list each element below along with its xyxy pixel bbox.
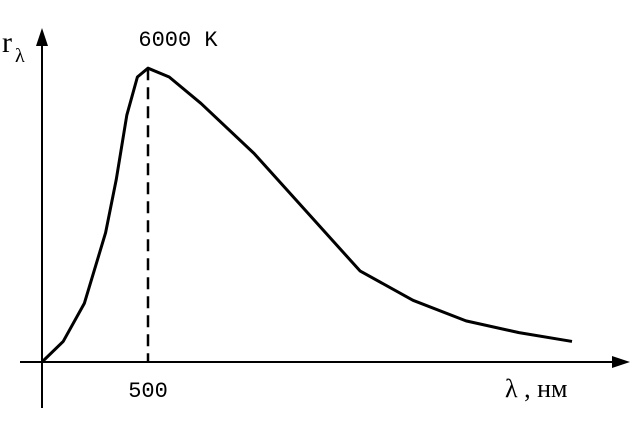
x-tick-label: 500 bbox=[128, 379, 168, 404]
x-axis-arrow bbox=[612, 356, 630, 368]
x-label: λ , нм bbox=[505, 374, 567, 403]
y-label: r bbox=[2, 26, 12, 59]
curve bbox=[40, 66, 573, 364]
annotation: 6000 K bbox=[138, 28, 218, 53]
y-label-subscript: λ bbox=[15, 45, 25, 67]
axes bbox=[20, 28, 630, 408]
y-axis-arrow bbox=[36, 28, 48, 46]
